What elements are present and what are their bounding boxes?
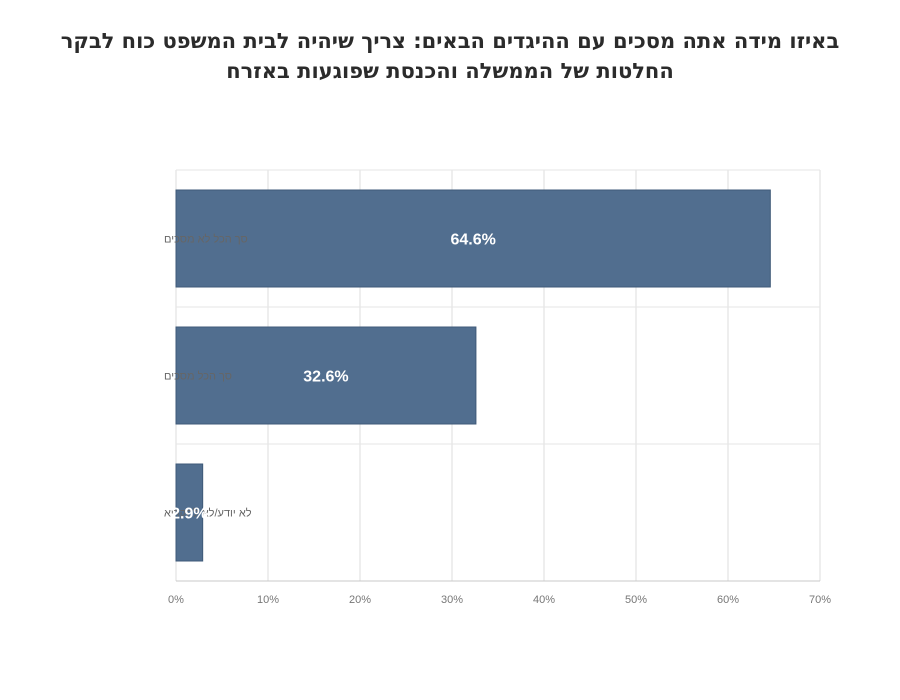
chart-title-line-1: באיזו מידה אתה מסכים עם ההיגדים הבאים: צ… <box>60 29 840 53</box>
category-label-1: סך הכל לא מסכים <box>164 233 248 246</box>
data-label-1: 64.6% <box>450 232 495 249</box>
x-tick-label: 70% <box>809 594 831 606</box>
x-tick-label: 40% <box>533 594 555 606</box>
category-label-2: סך הכל מסכים <box>164 370 232 383</box>
x-tick-label: 50% <box>625 594 647 606</box>
x-tick-label: 20% <box>349 594 371 606</box>
x-tick-label: 60% <box>717 594 739 606</box>
x-tick-label: 30% <box>441 594 463 606</box>
x-tick-label: 0% <box>168 594 184 606</box>
x-tick-label: 10% <box>257 594 279 606</box>
chart-title: באיזו מידה אתה מסכים עם ההיגדים הבאים: צ… <box>0 26 900 86</box>
category-label-3: לא יודע/לא להקריא <box>164 507 252 520</box>
bar-3 <box>175 463 204 562</box>
data-label-3: 2.9% <box>171 506 207 523</box>
bar-1 <box>175 189 771 288</box>
data-label-2: 32.6% <box>303 369 348 386</box>
chart-title-line-2: החלטות של הממשלה והכנסת שפוגעות באזרח <box>226 59 674 83</box>
bar-2 <box>175 326 477 425</box>
